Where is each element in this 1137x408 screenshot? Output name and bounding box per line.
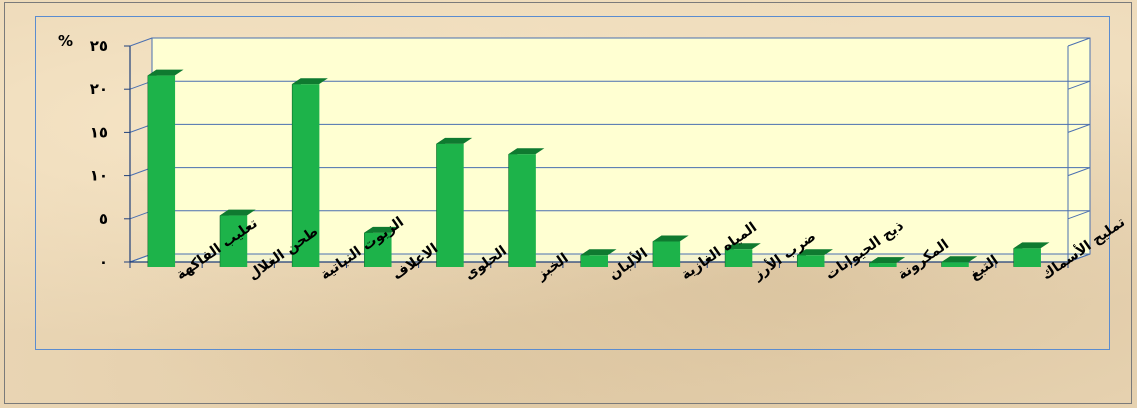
chart-frame xyxy=(35,16,1110,350)
bar-top xyxy=(364,226,401,233)
gridline-depth-right xyxy=(1067,80,1091,90)
gridline-depth-right xyxy=(1067,210,1091,220)
gridline-depth-right xyxy=(1067,37,1091,47)
bar-front xyxy=(1013,248,1041,267)
bar xyxy=(1013,242,1050,267)
y-tick-label: ١٠ xyxy=(90,167,108,185)
bar xyxy=(652,235,689,267)
y-tick-label: ٥ xyxy=(99,210,108,228)
bar-top xyxy=(219,209,256,216)
gridline-depth-left xyxy=(129,37,153,47)
bar-front xyxy=(869,263,897,267)
gridline-depth-right xyxy=(1067,123,1091,133)
y-unit-label: % xyxy=(58,32,73,50)
bar xyxy=(436,137,473,267)
bar-top xyxy=(291,78,328,85)
bar-front xyxy=(725,249,753,267)
bar xyxy=(147,69,184,267)
bar-top xyxy=(869,257,906,264)
page-frame xyxy=(4,2,1132,404)
bar xyxy=(869,257,906,267)
bar-top xyxy=(147,69,184,76)
bar-top xyxy=(436,137,473,144)
bar-top xyxy=(941,256,978,263)
bar xyxy=(508,148,545,267)
bar xyxy=(941,256,978,267)
bars xyxy=(147,69,1050,268)
y-tick-labels: ٠ ٥ ١٠ ١٥ ٢٠ ٢٥ xyxy=(90,37,130,271)
bar-front xyxy=(436,143,464,267)
y-tick-label: ٠ xyxy=(99,253,108,271)
bar-top xyxy=(1013,242,1050,249)
bar xyxy=(724,243,761,267)
bar-front xyxy=(220,215,248,267)
bar-front xyxy=(364,232,392,267)
bar-front xyxy=(148,75,176,267)
bar-front xyxy=(508,154,536,267)
bar-front xyxy=(941,262,969,267)
y-tick-label: ١٥ xyxy=(90,123,108,141)
y-tick-label: ٢٠ xyxy=(90,80,108,98)
y-tick-label: ٢٥ xyxy=(90,37,108,55)
bar xyxy=(291,78,328,268)
bar-front xyxy=(653,241,681,267)
bar-top xyxy=(580,249,617,256)
gridline-depth-right xyxy=(1067,253,1091,263)
bar-front xyxy=(581,255,608,267)
bar-top xyxy=(796,249,833,256)
bar xyxy=(364,226,401,267)
bar xyxy=(580,249,617,267)
bar-top xyxy=(724,243,761,250)
bar-top xyxy=(508,148,545,155)
plot-area xyxy=(129,37,1091,263)
bar xyxy=(796,249,833,267)
bar-front xyxy=(797,255,825,267)
gridline-depth-right xyxy=(1067,167,1091,177)
bar-front xyxy=(292,84,320,268)
bar xyxy=(219,209,256,267)
bar-top xyxy=(652,235,689,242)
